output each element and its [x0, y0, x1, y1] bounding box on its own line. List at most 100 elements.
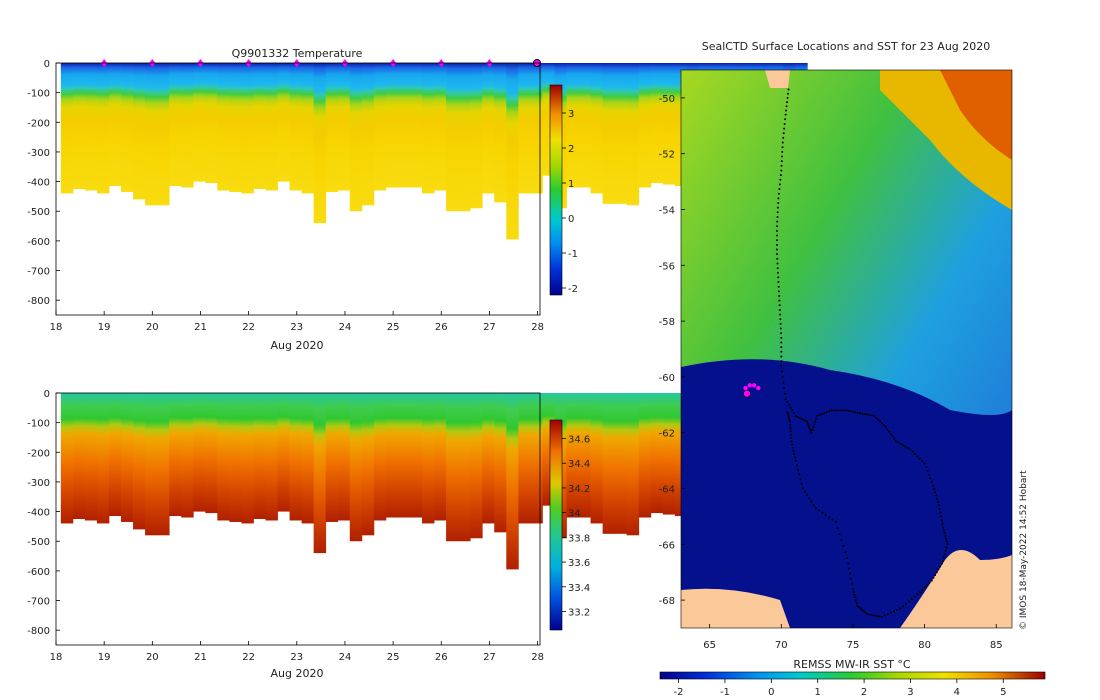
- profile-column: [169, 63, 182, 187]
- track-point: [844, 551, 847, 554]
- track-point: [899, 442, 902, 445]
- track-point: [932, 484, 935, 487]
- profile-column: [301, 63, 315, 194]
- track-point: [943, 532, 946, 535]
- track-point: [777, 201, 780, 204]
- track-point: [857, 606, 860, 609]
- track-point: [926, 469, 929, 472]
- x-tick-label: 19: [98, 322, 111, 333]
- track-point: [781, 141, 784, 144]
- track-point: [836, 527, 839, 530]
- sst-colorbar-tick-label: 2: [861, 687, 867, 698]
- track-point: [800, 417, 803, 420]
- track-point: [886, 428, 889, 431]
- track-point: [888, 430, 891, 433]
- track-point: [788, 418, 791, 421]
- track-point: [786, 101, 789, 104]
- track-point: [916, 593, 919, 596]
- profile-column: [446, 63, 459, 212]
- profile-column: [265, 63, 278, 191]
- track-point: [851, 587, 854, 590]
- track-point: [780, 364, 783, 367]
- profile-column: [313, 63, 327, 224]
- track-point: [784, 113, 787, 116]
- track-point: [781, 375, 784, 378]
- profile-column: [133, 393, 146, 530]
- temperature-plot-frame: [55, 62, 541, 316]
- track-point: [776, 229, 779, 232]
- x-tick-label: 18: [50, 322, 63, 333]
- y-tick-label: -400: [27, 508, 50, 519]
- lon-tick-label: 85: [990, 640, 1003, 651]
- track-point: [791, 443, 794, 446]
- profile-column: [313, 393, 327, 554]
- x-tick-label: 27: [483, 322, 496, 333]
- profile-column: [217, 393, 230, 521]
- track-point: [882, 424, 885, 427]
- x-tick-label: 25: [387, 652, 400, 663]
- track-point: [925, 584, 928, 587]
- profile-column: [626, 393, 640, 536]
- track-point: [907, 600, 910, 603]
- track-point: [814, 420, 817, 423]
- track-point: [868, 613, 871, 616]
- profile-column: [84, 393, 98, 521]
- profile-column: [193, 393, 206, 512]
- track-point: [928, 581, 931, 584]
- track-point: [780, 164, 783, 167]
- track-point: [779, 327, 782, 330]
- track-point: [786, 411, 789, 414]
- track-point: [927, 473, 930, 476]
- colorbar-tick-label: -1: [568, 249, 578, 260]
- track-point: [832, 409, 835, 412]
- y-tick-label: -100: [27, 89, 50, 100]
- profile-column: [602, 393, 616, 534]
- profile-column: [385, 393, 399, 518]
- lat-tick-label: -54: [659, 206, 675, 217]
- map-frame: [680, 69, 1013, 629]
- track-point: [856, 411, 859, 414]
- track-point: [794, 459, 797, 462]
- recent-locations: [743, 383, 761, 398]
- track-point: [789, 406, 792, 409]
- x-tick-label: 21: [194, 322, 207, 333]
- track-point: [929, 477, 932, 480]
- map-lat-ticks: -50 -52 -54 -56 -58 -60 -62 -64 -66 -68: [659, 94, 685, 607]
- track-point: [820, 413, 823, 416]
- track-point: [812, 426, 815, 429]
- track-point: [777, 197, 780, 200]
- track-point: [780, 341, 783, 344]
- lat-tick-label: -56: [659, 261, 675, 272]
- profile-column: [121, 393, 134, 522]
- colorbar-tick-label: 3: [568, 109, 574, 120]
- salinity-x-label: Aug 2020: [271, 667, 324, 680]
- colorbar-tick-label: 0: [568, 214, 574, 225]
- temperature-colorbar-ticks: 3 2 1 0 -1 -2: [562, 109, 578, 295]
- profile-column: [494, 63, 507, 203]
- track-point: [791, 446, 794, 449]
- track-point: [810, 500, 813, 503]
- profile-column: [530, 63, 543, 194]
- track-point: [934, 491, 937, 494]
- track-point: [788, 420, 791, 423]
- track-point: [916, 455, 919, 458]
- track-point: [777, 290, 780, 293]
- track-point: [781, 146, 784, 149]
- profile-column: [108, 393, 122, 517]
- recent-location-point: [743, 385, 748, 391]
- profile-column: [108, 63, 122, 187]
- track-point: [806, 422, 809, 425]
- track-point: [776, 234, 779, 237]
- track-point: [801, 487, 804, 490]
- track-point: [776, 225, 779, 228]
- profile-column: [662, 393, 676, 515]
- track-point: [814, 507, 817, 510]
- track-point: [781, 155, 784, 158]
- track-point: [937, 568, 940, 571]
- track-point: [902, 605, 905, 608]
- track-point: [875, 416, 878, 419]
- track-point: [851, 410, 854, 413]
- track-point: [891, 435, 894, 438]
- temperature-y-ticks: 0 -100 -200 -300 -400 -500 -600 -700 -800: [27, 59, 60, 307]
- track-point: [884, 426, 887, 429]
